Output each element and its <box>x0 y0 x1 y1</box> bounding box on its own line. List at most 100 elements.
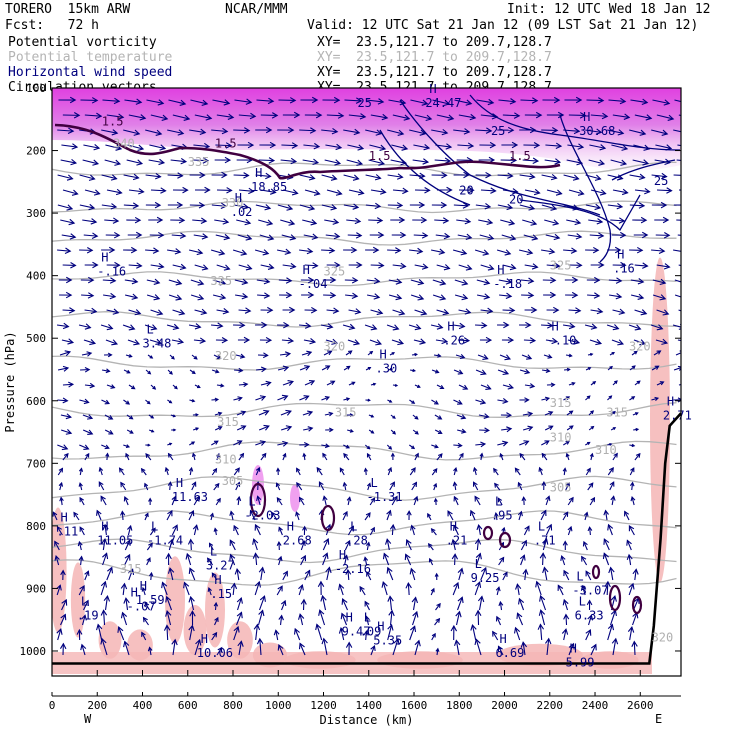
circulation-vector <box>632 568 639 581</box>
circulation-vector <box>436 384 445 390</box>
circulation-vector <box>678 384 681 386</box>
circulation-vector <box>101 129 119 136</box>
circulation-vector <box>300 96 319 104</box>
circulation-vector <box>455 610 462 626</box>
circulation-vector <box>171 495 177 506</box>
circulation-vector <box>57 174 74 181</box>
circulation-vector <box>585 174 602 181</box>
extremum-value: 3.48 <box>143 337 172 351</box>
circulation-vector <box>612 261 627 269</box>
circulation-vector <box>100 495 107 506</box>
circulation-vector <box>409 201 426 209</box>
circulation-vector <box>278 277 293 284</box>
circulation-vector <box>148 429 155 433</box>
circulation-vector <box>501 234 517 241</box>
circulation-vector <box>409 399 416 404</box>
circulation-vector <box>237 640 244 656</box>
circulation-vector <box>630 98 649 106</box>
circulation-vector <box>590 643 597 656</box>
circulation-vector <box>303 233 319 240</box>
circulation-vector <box>629 365 636 371</box>
circulation-vector <box>563 569 570 581</box>
circulation-vector <box>480 384 492 391</box>
circulation-vector <box>543 354 553 359</box>
circulation-vector <box>588 410 595 416</box>
extremum-marker: H <box>101 251 108 265</box>
circulation-vector <box>343 397 351 402</box>
extremum-marker: L <box>576 570 583 584</box>
circulation-vector <box>123 496 129 506</box>
circulation-vector <box>520 277 535 284</box>
circulation-vector <box>193 142 211 150</box>
circulation-vector <box>169 354 175 360</box>
circulation-vector <box>542 537 549 551</box>
circulation-vector <box>456 414 467 420</box>
extremum-marker: H <box>101 520 108 534</box>
circulation-vector <box>211 467 218 476</box>
circulation-vector <box>414 263 429 270</box>
circulation-vector <box>607 365 613 371</box>
circulation-vector <box>150 114 169 121</box>
circulation-vector <box>392 638 400 656</box>
x-tick-label: 800 <box>223 699 243 712</box>
circulation-vector <box>365 202 382 210</box>
circulation-vector <box>450 624 458 641</box>
circulation-vector <box>213 601 219 611</box>
circulation-vector <box>634 452 641 461</box>
circulation-vector <box>568 189 585 196</box>
circulation-vector <box>475 127 493 134</box>
circulation-vector <box>370 262 385 269</box>
circulation-vector <box>563 174 580 181</box>
extremum-value: 2.68 <box>283 534 312 548</box>
circulation-vector <box>514 467 521 476</box>
x-tick-label: 600 <box>178 699 198 712</box>
circulation-vector <box>302 410 314 416</box>
circulation-vector <box>278 614 284 626</box>
circulation-vector <box>282 452 287 461</box>
circulation-vector <box>414 187 431 194</box>
circulation-vector <box>427 542 434 551</box>
circulation-vector <box>589 496 596 506</box>
circulation-vector <box>150 309 164 316</box>
circulation-vector <box>588 159 606 166</box>
circulation-vector <box>544 158 562 165</box>
circulation-vector <box>502 112 521 119</box>
circulation-vector <box>544 219 560 226</box>
x-tick-label: 1000 <box>265 699 292 712</box>
circulation-vector <box>453 369 464 375</box>
circulation-vector <box>391 231 407 239</box>
circulation-vector <box>172 384 178 390</box>
extremum-value: .16 <box>613 262 635 276</box>
circulation-vector <box>100 324 114 331</box>
theta-contour-label: 305 <box>550 480 572 494</box>
circulation-vector <box>519 173 536 180</box>
extremum-value: -1.31 <box>367 490 403 504</box>
circulation-vector <box>563 613 570 626</box>
extremum-value: 6.69 <box>495 646 524 660</box>
extremum-marker: H <box>61 510 68 524</box>
circulation-vector <box>347 144 365 151</box>
circulation-vector <box>369 339 383 346</box>
valid-time-label: Valid: 12 UTC Sat 21 Jan 12 (09 LST Sat … <box>307 18 699 33</box>
circulation-vector <box>278 526 283 536</box>
circulation-vector <box>538 609 546 626</box>
circulation-vector <box>191 452 196 461</box>
circulation-vector <box>296 467 301 476</box>
circulation-vector <box>370 113 389 121</box>
circulation-vector <box>545 523 553 536</box>
circulation-vector <box>366 452 372 461</box>
circulation-vector <box>435 143 453 150</box>
circulation-vector <box>603 509 609 521</box>
extremum-value: -.07 <box>127 599 156 613</box>
circulation-vector <box>58 276 73 284</box>
circulation-vector <box>521 354 533 360</box>
theta-contour-label: 315 <box>120 562 142 576</box>
organization-label: NCAR/MMM <box>225 2 288 17</box>
circulation-vector <box>101 537 108 551</box>
circulation-vector <box>277 555 283 566</box>
circulation-vector <box>545 495 551 506</box>
circulation-vector <box>494 482 501 491</box>
circulation-vector <box>673 129 681 133</box>
circulation-vector <box>674 279 681 283</box>
